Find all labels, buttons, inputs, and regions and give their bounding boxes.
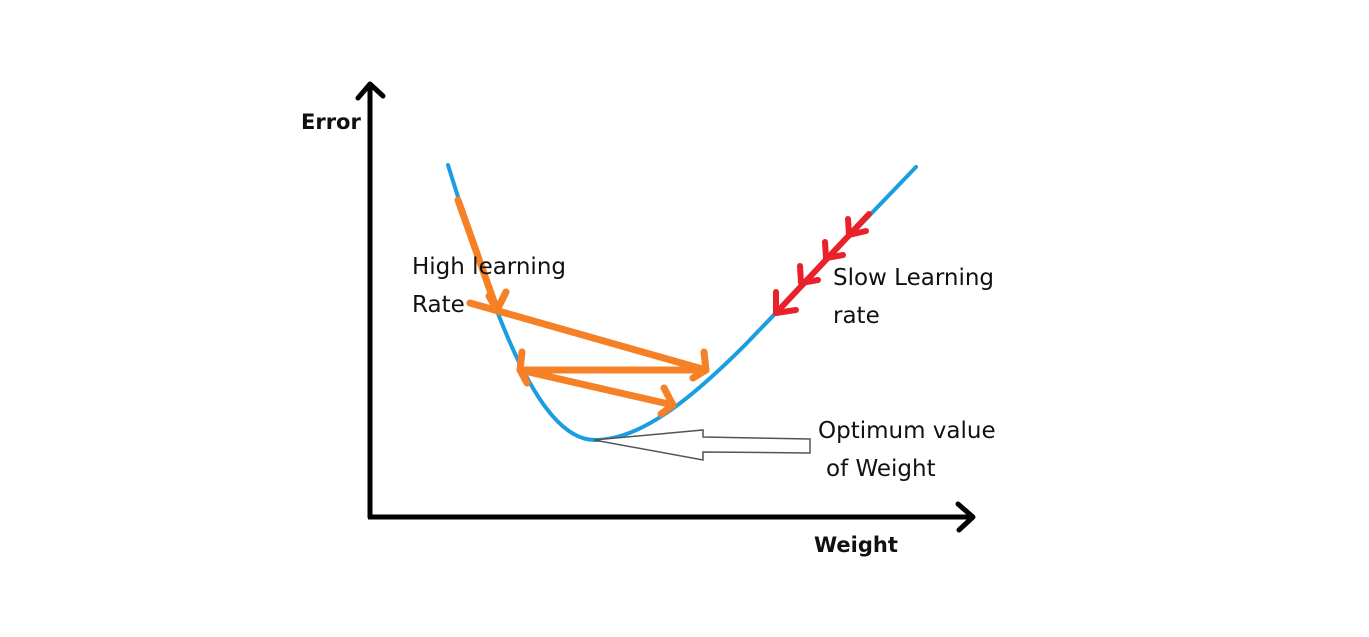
high-learning-rate-line1: High learning [412, 254, 567, 280]
orange-arrowhead-4 [657, 384, 677, 418]
slow-learning-rate-steps [773, 211, 872, 316]
red-arrowhead-1 [845, 216, 869, 238]
orange-step-2 [466, 299, 710, 374]
slow-learning-rate-line2: rate [833, 303, 880, 329]
red-step-line [773, 211, 872, 316]
optimum-value-line2: of Weight [826, 456, 936, 482]
y-axis-label: Error [301, 110, 361, 134]
orange-step-4 [516, 366, 677, 409]
x-axis-arrowhead [955, 501, 976, 533]
red-arrowhead-3 [797, 263, 821, 286]
slow-learning-rate-label: Slow Learning rate [833, 259, 994, 335]
high-learning-rate-steps [454, 196, 710, 418]
orange-step-1 [454, 196, 501, 314]
x-axis-label: Weight [814, 533, 898, 557]
red-arrowhead-2 [822, 239, 846, 261]
optimum-pointer-arrow [593, 429, 811, 461]
optimum-value-line1: Optimum value [818, 418, 996, 444]
y-axis-arrowhead [355, 81, 386, 101]
slow-learning-rate-line1: Slow Learning [833, 265, 995, 291]
high-learning-rate-label: High learning Rate [412, 248, 566, 324]
axes [355, 81, 976, 533]
red-arrowhead-4 [773, 289, 799, 316]
optimum-value-label: Optimum value of Weight [818, 412, 996, 488]
high-learning-rate-line2: Rate [412, 292, 465, 318]
